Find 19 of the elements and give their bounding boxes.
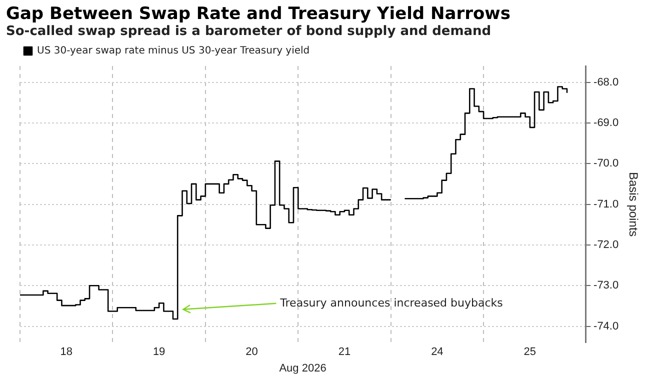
x-tick-label: 21	[338, 346, 351, 358]
y-tick-label: -69.0	[594, 116, 619, 129]
y-tick-label: -71.0	[594, 198, 619, 210]
y-tick-label: -68.0	[594, 76, 619, 88]
x-tick-label: 20	[246, 346, 258, 358]
chart-title: Gap Between Swap Rate and Treasury Yield Narrows	[6, 4, 510, 24]
x-axis-title: Aug 2026	[279, 362, 326, 374]
y-tick-label: -73.0	[594, 280, 619, 292]
y-tick-label: -72.0	[594, 239, 619, 252]
chart-subtitle: So-called swap spread is a barometer of bond supply and demand	[6, 24, 492, 39]
y-tick-label: -74.0	[594, 320, 619, 332]
annotation: Treasury announces increased buybacks	[279, 296, 504, 310]
x-tick-label: 24	[431, 346, 444, 358]
x-tick-label: 25	[524, 346, 536, 358]
y-tick-label: -70.0	[594, 158, 619, 170]
y-axis-title: Basis points	[626, 172, 640, 237]
x-tick-label: 19	[152, 346, 166, 358]
x-tick-label: 18	[60, 346, 72, 358]
legend-label: US 30-year swap rate minus US 30-year Treasury yield	[37, 46, 310, 57]
